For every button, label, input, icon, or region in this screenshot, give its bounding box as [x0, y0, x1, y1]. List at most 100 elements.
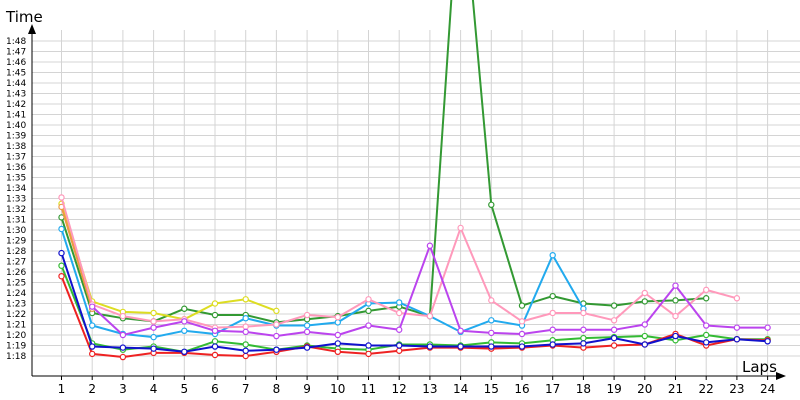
- data-point: [119, 353, 127, 361]
- data-point: [549, 341, 556, 348]
- x-tick-label: 12: [392, 382, 407, 396]
- data-point: [396, 347, 403, 354]
- data-point: [119, 344, 127, 351]
- y-tick-label: 1:24: [6, 289, 26, 299]
- data-point: [150, 309, 157, 317]
- data-point: [181, 327, 188, 334]
- data-point: [242, 296, 249, 303]
- data-point: [88, 350, 96, 358]
- data-point: [641, 298, 649, 305]
- y-tick-label: 1:47: [6, 48, 26, 58]
- y-tick-label: 1:37: [6, 153, 26, 163]
- y-tick-label: 1:33: [6, 195, 26, 205]
- data-point: [764, 338, 771, 345]
- y-tick-label: 1:34: [6, 184, 26, 194]
- y-tick-label: 1:21: [6, 321, 26, 331]
- data-point: [211, 338, 219, 345]
- x-tick-label: 17: [545, 382, 560, 396]
- data-point: [733, 324, 741, 331]
- y-tick-label: 1:25: [6, 279, 26, 289]
- data-point: [396, 309, 403, 317]
- data-point: [672, 282, 679, 289]
- data-point: [518, 318, 526, 325]
- data-point: [242, 323, 249, 330]
- series-9: [58, 249, 771, 355]
- y-tick-label: 1:48: [6, 37, 26, 47]
- data-point: [334, 340, 341, 347]
- y-axis-arrow: [28, 24, 36, 34]
- data-point: [119, 312, 127, 320]
- data-point: [365, 342, 372, 349]
- data-point: [580, 340, 587, 347]
- data-point: [365, 296, 372, 303]
- data-point: [181, 318, 188, 325]
- y-tick-label: 1:38: [6, 142, 26, 152]
- data-point: [242, 347, 249, 354]
- data-point: [365, 350, 372, 358]
- data-point: [211, 327, 219, 334]
- y-tick-label: 1:41: [6, 111, 26, 121]
- data-point: [58, 249, 65, 257]
- data-point: [150, 318, 157, 325]
- data-point: [273, 346, 280, 353]
- series-line: [60, 203, 277, 321]
- x-tick-label: 23: [729, 382, 744, 396]
- y-tick-label: 1:40: [6, 121, 26, 131]
- y-tick-label: 1:27: [6, 258, 26, 268]
- data-point: [549, 251, 556, 259]
- x-tick-label: 3: [119, 382, 127, 396]
- data-point: [641, 289, 649, 297]
- data-point: [672, 297, 679, 304]
- series-2: [58, 0, 710, 326]
- data-point: [733, 295, 741, 302]
- data-point: [58, 273, 65, 280]
- data-point: [610, 317, 618, 324]
- x-tick-label: 18: [576, 382, 591, 396]
- data-point: [303, 311, 311, 319]
- data-point: [365, 322, 372, 329]
- data-point: [672, 312, 679, 320]
- data-point: [426, 343, 434, 350]
- series-line: [60, 228, 585, 339]
- data-point: [703, 331, 710, 339]
- data-point: [334, 319, 341, 326]
- data-point: [150, 345, 157, 352]
- data-point: [273, 307, 280, 315]
- data-point: [365, 307, 372, 315]
- data-point: [242, 328, 249, 336]
- x-tick-label: 7: [242, 382, 250, 396]
- data-point: [242, 315, 249, 322]
- data-point: [396, 326, 403, 333]
- x-tick-label: 2: [88, 382, 96, 396]
- data-point: [488, 329, 495, 337]
- x-tick-label: 15: [484, 382, 499, 396]
- data-point: [242, 341, 249, 348]
- data-point: [610, 302, 618, 309]
- series-line: [60, 206, 94, 310]
- y-tick-label: 1:43: [6, 90, 26, 100]
- data-point: [58, 225, 65, 233]
- x-tick-label: 13: [422, 382, 437, 396]
- y-tick-label: 1:23: [6, 300, 26, 310]
- x-tick-label: 5: [180, 382, 188, 396]
- y-tick-label: 1:28: [6, 247, 26, 257]
- data-point: [549, 326, 556, 333]
- x-tick-label: 20: [637, 382, 652, 396]
- data-point: [672, 332, 679, 340]
- y-tick-label: 1:36: [6, 163, 26, 173]
- data-point: [518, 343, 526, 350]
- data-point: [211, 311, 219, 319]
- x-tick-label: 6: [211, 382, 219, 396]
- data-point: [181, 305, 188, 312]
- data-point: [641, 332, 649, 340]
- data-point: [641, 341, 649, 348]
- y-tick-label: 1:35: [6, 174, 26, 184]
- y-tick-label: 1:39: [6, 132, 26, 142]
- x-tick-label: 11: [361, 382, 376, 396]
- x-tick-label: 4: [150, 382, 158, 396]
- data-point: [426, 312, 434, 320]
- data-point: [457, 327, 464, 334]
- data-point: [181, 348, 188, 355]
- y-tick-label: 1:32: [6, 205, 26, 215]
